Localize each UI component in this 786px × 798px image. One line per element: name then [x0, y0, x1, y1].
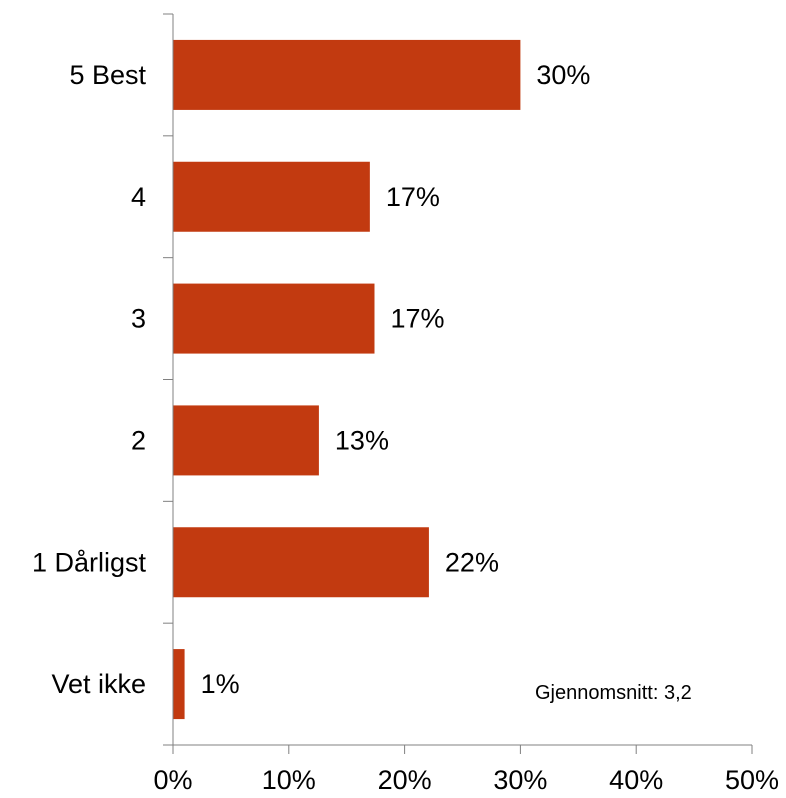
data-label: 13%	[335, 425, 389, 455]
bar	[173, 405, 319, 476]
x-tick-label: 10%	[262, 765, 316, 795]
bars-layer	[173, 39, 521, 720]
category-label: 4	[131, 182, 146, 212]
data-label: 17%	[390, 304, 444, 334]
labels-layer: 5 Best 30% 4 17% 3 17% 2 13% 1 Dårligst 22% Vet ik…	[32, 60, 779, 795]
x-tick-label: 20%	[378, 765, 432, 795]
bar	[173, 39, 521, 110]
x-tick-label: 0%	[153, 765, 192, 795]
category-label: 3	[131, 304, 146, 334]
data-label: 17%	[386, 182, 440, 212]
axis-layer	[163, 13, 753, 754]
data-label: 22%	[445, 547, 499, 577]
data-label: 1%	[201, 669, 240, 699]
data-label: 30%	[536, 60, 590, 90]
bar	[173, 649, 185, 720]
x-tick-label: 30%	[493, 765, 547, 795]
x-tick-label: 50%	[725, 765, 779, 795]
average-note: Gjennomsnitt: 3,2	[535, 682, 692, 704]
category-label: 5 Best	[69, 60, 146, 90]
category-label: 1 Dårligst	[32, 547, 147, 577]
x-tick-label: 40%	[609, 765, 663, 795]
bar	[173, 527, 429, 598]
category-label: Vet ikke	[51, 669, 146, 699]
category-label: 2	[131, 425, 146, 455]
bar	[173, 161, 370, 232]
bar	[173, 283, 375, 354]
